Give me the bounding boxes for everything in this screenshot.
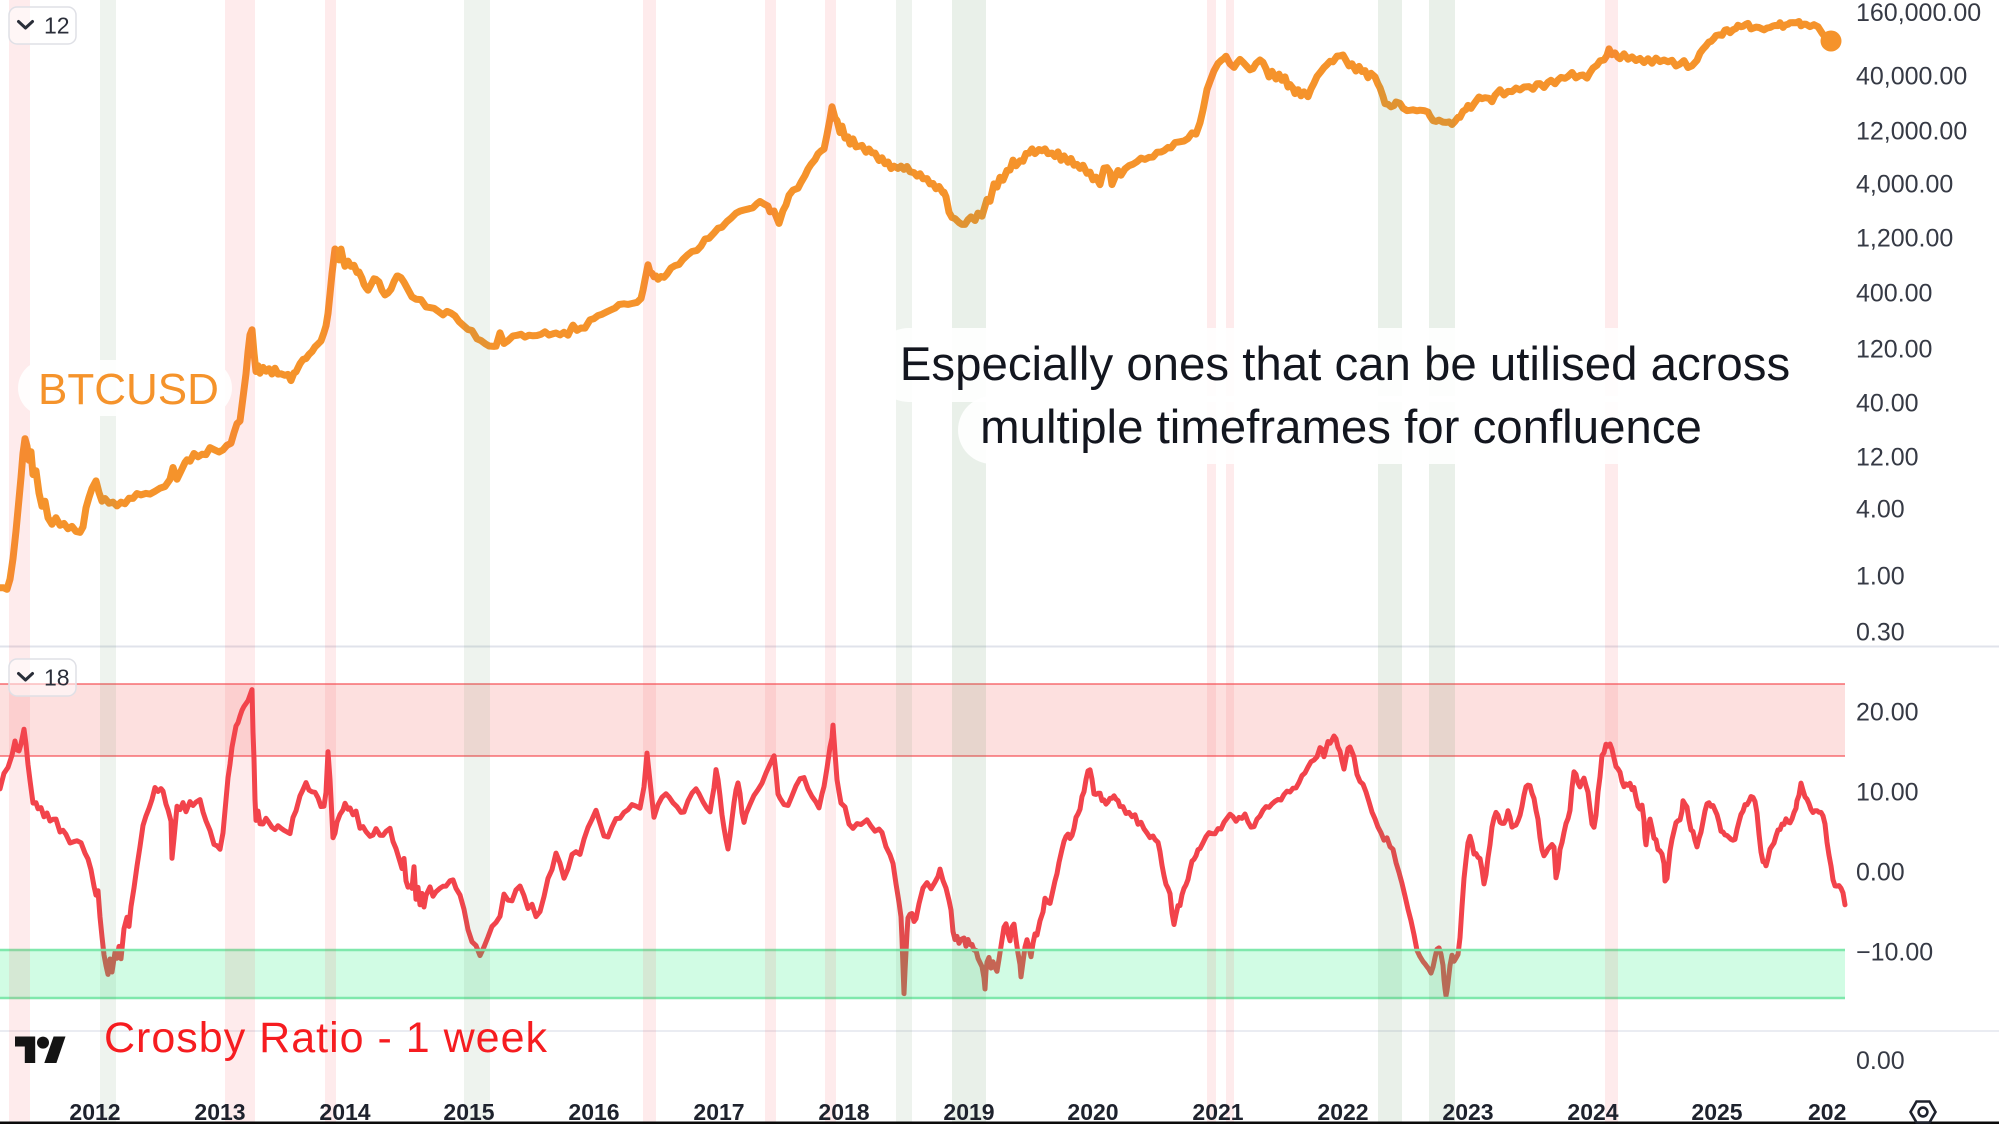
svg-text:4.00: 4.00 — [1856, 496, 1905, 524]
svg-text:2019: 2019 — [943, 1099, 994, 1124]
svg-text:Crosby Ratio - 1 week: Crosby Ratio - 1 week — [104, 1014, 548, 1062]
svg-text:4,000.00: 4,000.00 — [1856, 171, 1953, 199]
svg-text:202: 202 — [1808, 1099, 1846, 1124]
svg-text:2024: 2024 — [1567, 1099, 1618, 1124]
svg-text:2021: 2021 — [1192, 1099, 1243, 1124]
svg-text:2012: 2012 — [69, 1099, 120, 1124]
svg-text:12: 12 — [44, 13, 70, 39]
svg-text:2017: 2017 — [693, 1099, 744, 1124]
svg-text:multiple timeframes for conflu: multiple timeframes for confluence — [980, 401, 1702, 454]
svg-text:Especially ones that can be ut: Especially ones that can be utilised acr… — [900, 338, 1790, 391]
svg-text:2025: 2025 — [1691, 1099, 1742, 1124]
svg-text:2022: 2022 — [1317, 1099, 1368, 1124]
svg-text:−10.00: −10.00 — [1856, 939, 1933, 967]
svg-text:40,000.00: 40,000.00 — [1856, 63, 1967, 91]
svg-text:2013: 2013 — [194, 1099, 245, 1124]
svg-text:0.00: 0.00 — [1856, 1047, 1905, 1075]
svg-text:2014: 2014 — [319, 1099, 370, 1124]
svg-text:40.00: 40.00 — [1856, 390, 1919, 418]
svg-text:160,000.00: 160,000.00 — [1856, 0, 1981, 27]
svg-text:2023: 2023 — [1442, 1099, 1493, 1124]
svg-text:2018: 2018 — [818, 1099, 869, 1124]
svg-text:12,000.00: 12,000.00 — [1856, 118, 1967, 146]
svg-text:2015: 2015 — [443, 1099, 494, 1124]
svg-text:18: 18 — [44, 665, 70, 691]
svg-text:0.00: 0.00 — [1856, 859, 1905, 887]
svg-text:20.00: 20.00 — [1856, 699, 1919, 727]
svg-text:10.00: 10.00 — [1856, 779, 1919, 807]
svg-text:12.00: 12.00 — [1856, 444, 1919, 472]
svg-text:0.30: 0.30 — [1856, 619, 1905, 647]
svg-text:2016: 2016 — [568, 1099, 619, 1124]
svg-text:400.00: 400.00 — [1856, 280, 1932, 308]
svg-text:120.00: 120.00 — [1856, 336, 1932, 364]
svg-text:BTCUSD: BTCUSD — [38, 365, 219, 414]
svg-text:1.00: 1.00 — [1856, 563, 1905, 591]
svg-text:2020: 2020 — [1067, 1099, 1118, 1124]
svg-text:1,200.00: 1,200.00 — [1856, 225, 1953, 253]
